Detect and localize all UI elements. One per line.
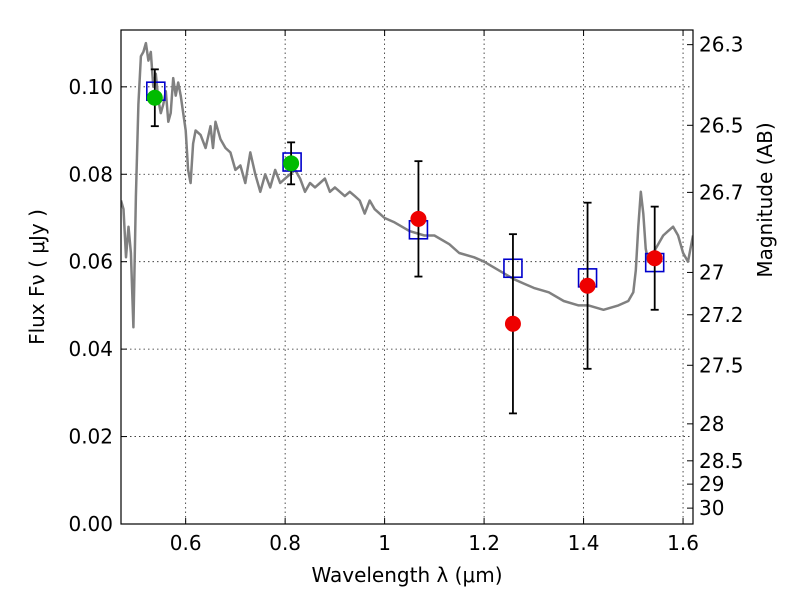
y-tick-label: 0.00 bbox=[68, 512, 113, 536]
axis-ticks: 0.6 0.8 1 1.2 1.4 1.6 0.00 0.02 0.04 0.06 0.08 0.10… bbox=[68, 30, 744, 555]
y-tick-label: 0.02 bbox=[68, 425, 113, 449]
y2-tick-label: 27.2 bbox=[699, 303, 744, 327]
observed-point bbox=[410, 210, 427, 227]
y-tick-label: 0.10 bbox=[68, 75, 113, 99]
y2-tick-label: 26.3 bbox=[699, 33, 744, 57]
observed-point bbox=[146, 89, 163, 106]
y2-tick-label: 28 bbox=[699, 412, 724, 436]
y2-tick-label: 30 bbox=[699, 496, 724, 520]
plot-area bbox=[121, 41, 693, 415]
observed-point bbox=[579, 277, 596, 294]
observed-point bbox=[283, 155, 300, 172]
x-tick-label: 1 bbox=[378, 531, 391, 555]
right-y-axis-label: Magnitude (AB) bbox=[753, 122, 777, 277]
x-tick-label: 1.6 bbox=[667, 531, 699, 555]
grid-lines bbox=[121, 30, 693, 524]
y-tick-label: 0.04 bbox=[68, 337, 113, 361]
y-axis-label: Flux Fν ( μJy ) bbox=[25, 209, 49, 345]
x-axis-label: Wavelength λ (μm) bbox=[311, 563, 502, 587]
plot-frame bbox=[120, 29, 694, 525]
observed-point bbox=[504, 315, 521, 332]
y2-tick-label: 27.5 bbox=[699, 353, 744, 377]
observed-point bbox=[646, 250, 663, 267]
y-tick-label: 0.06 bbox=[68, 250, 113, 274]
y2-tick-label: 26.5 bbox=[699, 113, 744, 137]
y2-tick-label: 27 bbox=[699, 260, 724, 284]
y2-tick-label: 29 bbox=[699, 472, 724, 496]
sed-model-line bbox=[121, 41, 693, 329]
x-tick-label: 1.2 bbox=[468, 531, 500, 555]
y2-tick-label: 26.7 bbox=[699, 180, 744, 204]
x-tick-label: 1.4 bbox=[568, 531, 600, 555]
y-tick-label: 0.08 bbox=[68, 162, 113, 186]
x-tick-label: 0.6 bbox=[170, 531, 202, 555]
y2-tick-label: 28.5 bbox=[699, 449, 744, 473]
x-tick-label: 0.8 bbox=[269, 531, 301, 555]
